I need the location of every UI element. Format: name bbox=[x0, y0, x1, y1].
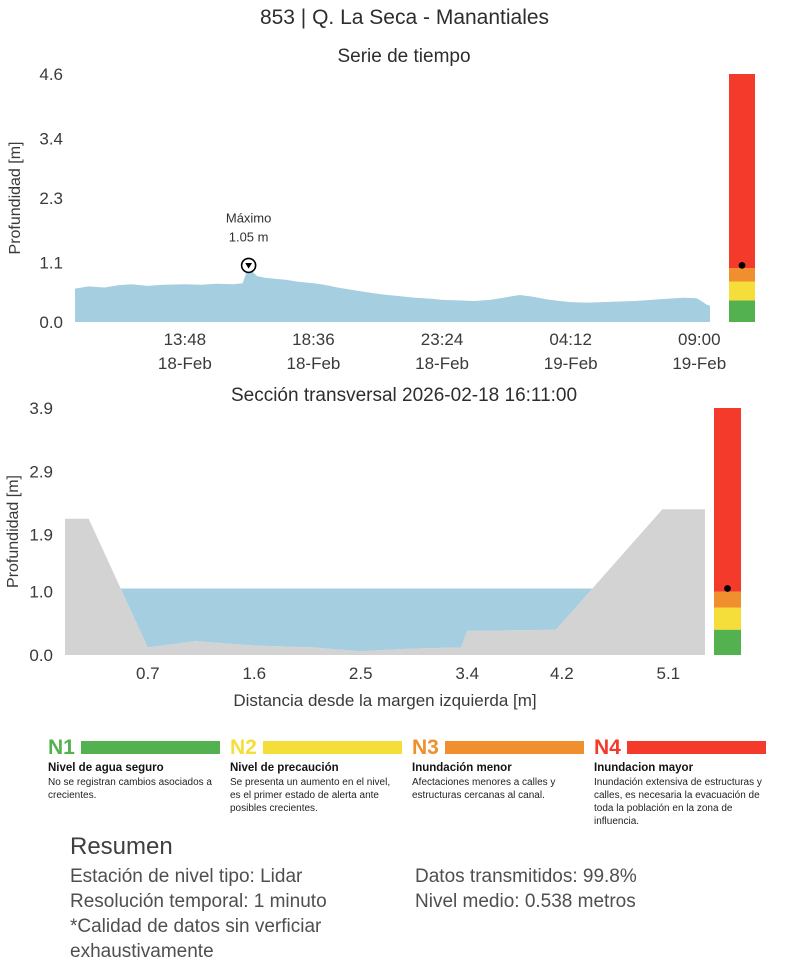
timeseries-chart: Serie de tiempo Profundidad [m] 0.0 1.1 2.3 3… bbox=[7, 46, 755, 373]
y-tick-label: 1.1 bbox=[39, 254, 63, 273]
depth-series-area bbox=[75, 265, 710, 322]
level-name-n3: Inundación menor bbox=[412, 762, 512, 774]
level-description-n3: Afectaciones menores a calles y estructu… bbox=[412, 777, 556, 801]
x-tick-label: 04:12 bbox=[549, 330, 592, 349]
x-axis-label: Distancia desde la margen izquierda [m] bbox=[233, 691, 536, 710]
alert-gauge-segment bbox=[714, 607, 741, 630]
cross-section-chart: Sección transversal 2026-02-18 16:11:00 P… bbox=[5, 385, 741, 710]
y-tick-label: 0.0 bbox=[29, 646, 53, 665]
y-tick-label: 2.3 bbox=[39, 189, 63, 208]
current-level-dot bbox=[738, 261, 746, 269]
data-quality-line: *Calidad de datos sin verficiar exhausti… bbox=[70, 916, 322, 962]
x-tick-label: 23:24 bbox=[421, 330, 464, 349]
level-description-n1: No se registran cambios asociados a crec… bbox=[48, 777, 212, 801]
alert-gauge-segment bbox=[714, 591, 741, 608]
level-name-n2: Nivel de precaución bbox=[230, 762, 339, 774]
level-code-n1: N1 bbox=[48, 736, 75, 759]
level-description-n2: Se presenta un aumento en el nivel, es e… bbox=[230, 777, 391, 814]
x-tick-label: 18:36 bbox=[292, 330, 335, 349]
legend-head-n3: N3 bbox=[412, 737, 584, 758]
current-level-dot bbox=[724, 585, 731, 592]
flood-level-legend: N1 Nivel de agua seguro No se registran … bbox=[48, 737, 766, 828]
x-tick-sublabel: 18-Feb bbox=[415, 354, 469, 373]
x-tick-label: 0.7 bbox=[136, 664, 160, 683]
x-tick-label: 1.6 bbox=[242, 664, 266, 683]
x-tick-sublabel: 18-Feb bbox=[158, 354, 212, 373]
y-tick-label: 2.9 bbox=[29, 462, 53, 481]
max-marker-triangle-icon bbox=[245, 262, 253, 269]
level-name-n4: Inundacion mayor bbox=[594, 762, 694, 774]
level-code-n2: N2 bbox=[230, 736, 257, 759]
mean-level-line: Nivel medio: 0.538 metros bbox=[415, 891, 636, 912]
level-color-bar-n1 bbox=[80, 741, 220, 754]
y-axis-label: Profundidad [m] bbox=[5, 475, 22, 588]
legend-item-n2: N2 Nivel de precaución Se presenta un au… bbox=[230, 737, 402, 828]
legend-item-n4: N4 Inundacion mayor Inundación extensiva… bbox=[594, 737, 766, 828]
x-tick-label: 2.5 bbox=[349, 664, 373, 683]
summary-section: Resumen Estación de nivel tipo: Lidar Re… bbox=[70, 833, 770, 964]
level-code-n3: N3 bbox=[412, 736, 439, 759]
legend-item-n3: N3 Inundación menor Afectaciones menores… bbox=[412, 737, 584, 828]
level-color-bar-n4 bbox=[626, 741, 766, 754]
chart-subtitle: Sección transversal 2026-02-18 16:11:00 bbox=[231, 385, 577, 406]
y-tick-label: 0.0 bbox=[39, 313, 63, 332]
temporal-resolution-line: Resolución temporal: 1 minuto bbox=[70, 891, 327, 912]
y-tick-label: 1.9 bbox=[29, 526, 53, 545]
level-color-bar-n2 bbox=[262, 741, 402, 754]
legend-item-n1: N1 Nivel de agua seguro No se registran … bbox=[48, 737, 220, 828]
legend-head-n1: N1 bbox=[48, 737, 220, 758]
level-color-bar-n3 bbox=[444, 741, 584, 754]
water-area bbox=[120, 588, 593, 652]
alert-gauge-segment bbox=[729, 281, 755, 301]
max-annotation-value: 1.05 m bbox=[229, 229, 269, 244]
level-description-n4: Inundación extensiva de estructuras y ca… bbox=[594, 777, 762, 827]
page-title: 853 | Q. La Seca - Manantiales bbox=[259, 6, 550, 29]
summary-left-column: Estación de nivel tipo: Lidar Resolución… bbox=[70, 864, 415, 964]
transmitted-data-line: Datos transmitidos: 99.8% bbox=[415, 866, 637, 887]
terrain-area bbox=[65, 509, 705, 655]
x-tick-label: 5.1 bbox=[657, 664, 681, 683]
x-tick-label: 4.2 bbox=[550, 664, 574, 683]
summary-title: Resumen bbox=[70, 833, 173, 860]
x-tick-label: 3.4 bbox=[455, 664, 479, 683]
summary-right-column: Datos transmitidos: 99.8% Nivel medio: 0… bbox=[415, 864, 637, 964]
y-tick-label: 3.9 bbox=[29, 399, 53, 418]
alert-gauge-segment bbox=[714, 629, 741, 655]
station-type-line: Estación de nivel tipo: Lidar bbox=[70, 866, 303, 887]
y-tick-label: 4.6 bbox=[39, 65, 63, 84]
chart-subtitle: Serie de tiempo bbox=[337, 46, 470, 67]
x-tick-label: 13:48 bbox=[164, 330, 207, 349]
x-tick-label: 09:00 bbox=[678, 330, 721, 349]
alert-gauge-segment bbox=[714, 408, 741, 592]
alert-gauge-segment bbox=[729, 300, 755, 322]
x-tick-sublabel: 19-Feb bbox=[672, 354, 726, 373]
legend-head-n2: N2 bbox=[230, 737, 402, 758]
x-tick-sublabel: 18-Feb bbox=[287, 354, 341, 373]
x-tick-sublabel: 19-Feb bbox=[544, 354, 598, 373]
alert-gauge-segment bbox=[729, 268, 755, 282]
alert-gauge-segment bbox=[729, 74, 755, 269]
y-tick-label: 3.4 bbox=[39, 130, 63, 149]
level-code-n4: N4 bbox=[594, 736, 621, 759]
max-annotation-label: Máximo bbox=[226, 210, 272, 225]
legend-head-n4: N4 bbox=[594, 737, 766, 758]
level-name-n1: Nivel de agua seguro bbox=[48, 762, 164, 774]
y-axis-label: Profundidad [m] bbox=[7, 142, 24, 255]
y-tick-label: 1.0 bbox=[29, 583, 53, 602]
